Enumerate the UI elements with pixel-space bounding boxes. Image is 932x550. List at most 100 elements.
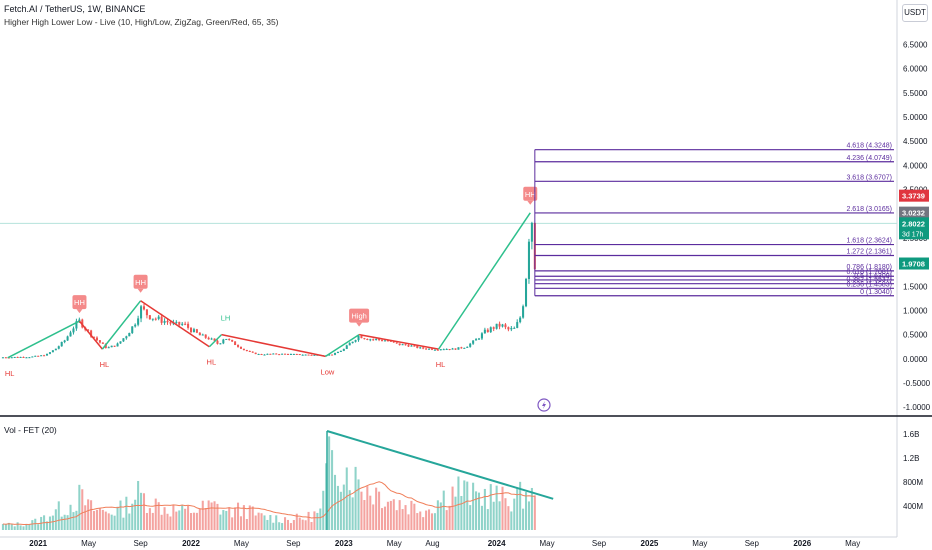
- volume-bar: [378, 491, 381, 530]
- candle-body: [107, 347, 110, 349]
- candle-body: [40, 355, 43, 357]
- volume-bar: [142, 493, 146, 530]
- candle-body: [222, 339, 225, 344]
- price-tag-label: 2.8022: [902, 219, 925, 228]
- volume-bar: [104, 511, 107, 530]
- volume-bar: [154, 498, 157, 530]
- volume-bar: [266, 519, 269, 530]
- candle-body: [269, 353, 272, 355]
- volume-bar: [345, 467, 348, 530]
- time-tick-label: May: [540, 539, 555, 548]
- volume-bar: [527, 501, 530, 530]
- volume-bar: [389, 500, 392, 530]
- volume-bar: [172, 505, 175, 530]
- volume-bar: [380, 508, 384, 530]
- volume-bar: [151, 512, 154, 530]
- candle-body: [483, 329, 486, 334]
- candle-body: [398, 343, 401, 346]
- candle-body: [204, 334, 207, 338]
- volume-bar: [192, 512, 195, 530]
- candle-body: [527, 241, 530, 279]
- volume-bar: [407, 514, 410, 530]
- candle-body: [460, 347, 463, 349]
- zigzag-segment: [208, 334, 223, 348]
- candle-body: [4, 357, 7, 359]
- candle-body: [472, 340, 475, 344]
- fib-level-label: 0.382 (1.5537): [846, 277, 892, 284]
- candle-body: [354, 340, 357, 342]
- candle-body: [507, 327, 510, 330]
- volume-bar: [401, 509, 404, 530]
- candle-body: [310, 354, 313, 356]
- candle-body: [1, 357, 4, 359]
- candle-body: [333, 353, 337, 355]
- candle-body: [37, 355, 40, 357]
- volume-bar: [448, 505, 451, 530]
- candle-body: [345, 345, 348, 349]
- fib-level-label: 0 (1.3040): [860, 289, 892, 296]
- volume-bar: [54, 509, 57, 530]
- volume-bar: [357, 479, 360, 530]
- volume-bar: [328, 436, 331, 530]
- candle-body: [25, 357, 28, 359]
- volume-bar: [310, 522, 313, 530]
- candle-body: [60, 341, 63, 347]
- volume-bar: [163, 507, 166, 530]
- price-tick-label: 0.5000: [903, 331, 928, 340]
- candle-body: [389, 340, 392, 342]
- candle-body: [486, 329, 489, 333]
- candle-body: [110, 345, 113, 348]
- volume-bar: [331, 450, 334, 530]
- time-tick-label: 2021: [29, 539, 47, 548]
- candle-body: [10, 357, 13, 359]
- volume-bar: [213, 501, 216, 530]
- currency-button[interactable]: USDT: [902, 4, 928, 22]
- volume-bar: [37, 524, 40, 530]
- volume-bar: [451, 486, 454, 530]
- candle-body: [448, 349, 451, 351]
- volume-bar: [98, 508, 101, 530]
- volume-bar: [307, 511, 310, 530]
- candle-body: [134, 324, 137, 327]
- volume-bar: [366, 486, 369, 530]
- volume-bar: [419, 511, 422, 530]
- swing-label-box: [133, 274, 148, 289]
- volume-bar: [522, 508, 525, 530]
- time-tick-label: Sep: [286, 539, 301, 548]
- candle-body: [242, 348, 245, 350]
- candle-body: [13, 356, 16, 358]
- candle-body: [207, 337, 210, 340]
- volume-bar: [398, 500, 401, 530]
- candle-body: [119, 341, 122, 344]
- volume-tick-label: 1.2B: [903, 454, 919, 463]
- volume-bar: [175, 511, 178, 530]
- candle-body: [445, 349, 448, 351]
- volume-bar: [475, 491, 478, 530]
- fib-level-label: 0.236 (1.4583): [846, 281, 892, 288]
- volume-bar: [322, 490, 325, 530]
- swing-label-text: HL: [5, 369, 15, 378]
- candle-body: [228, 338, 231, 340]
- volume-bar: [339, 491, 342, 530]
- volume-bar: [13, 526, 16, 530]
- volume-bar: [316, 512, 319, 530]
- volume-bar: [342, 484, 345, 530]
- volume-bar: [304, 520, 307, 530]
- volume-bar: [148, 508, 151, 530]
- volume-bar: [272, 522, 275, 530]
- volume-bar: [466, 481, 469, 530]
- volume-bar: [242, 505, 245, 530]
- candle-body: [178, 321, 181, 325]
- candle-body: [31, 356, 34, 358]
- volume-bar: [184, 508, 187, 530]
- candle-body: [154, 318, 157, 320]
- volume-bar: [231, 517, 234, 530]
- candle-body: [239, 346, 242, 349]
- candle-body: [175, 321, 178, 323]
- volume-bar: [237, 502, 240, 530]
- candle-body: [181, 323, 184, 325]
- candle-body: [522, 306, 525, 318]
- volume-bar: [269, 514, 272, 530]
